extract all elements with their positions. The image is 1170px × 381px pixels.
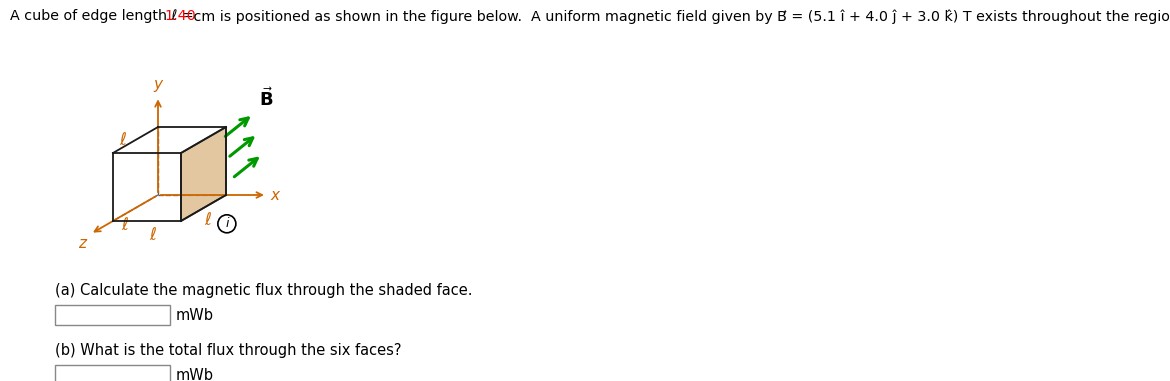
- Text: $\ell$: $\ell$: [205, 211, 212, 229]
- Text: mWb: mWb: [176, 307, 214, 322]
- FancyBboxPatch shape: [55, 365, 170, 381]
- Text: y: y: [153, 77, 163, 93]
- Text: z: z: [78, 236, 87, 251]
- FancyBboxPatch shape: [55, 305, 170, 325]
- Text: x: x: [270, 187, 280, 202]
- Text: mWb: mWb: [176, 368, 214, 381]
- Text: (b) What is the total flux through the six faces?: (b) What is the total flux through the s…: [55, 343, 401, 358]
- Text: i: i: [225, 217, 228, 230]
- Text: A cube of edge length ℓ =: A cube of edge length ℓ =: [11, 9, 198, 23]
- Text: (a) Calculate the magnetic flux through the shaded face.: (a) Calculate the magnetic flux through …: [55, 283, 473, 298]
- Polygon shape: [181, 127, 226, 221]
- Text: 1.40: 1.40: [165, 9, 197, 23]
- Text: $\vec{\mathbf{B}}$: $\vec{\mathbf{B}}$: [259, 87, 274, 110]
- Text: $\ell$: $\ell$: [119, 131, 128, 149]
- Text: $\ell$: $\ell$: [149, 226, 157, 244]
- Text: cm is positioned as shown in the figure below.  A uniform magnetic field given b: cm is positioned as shown in the figure …: [188, 9, 1170, 24]
- Text: $\ell$: $\ell$: [122, 216, 130, 234]
